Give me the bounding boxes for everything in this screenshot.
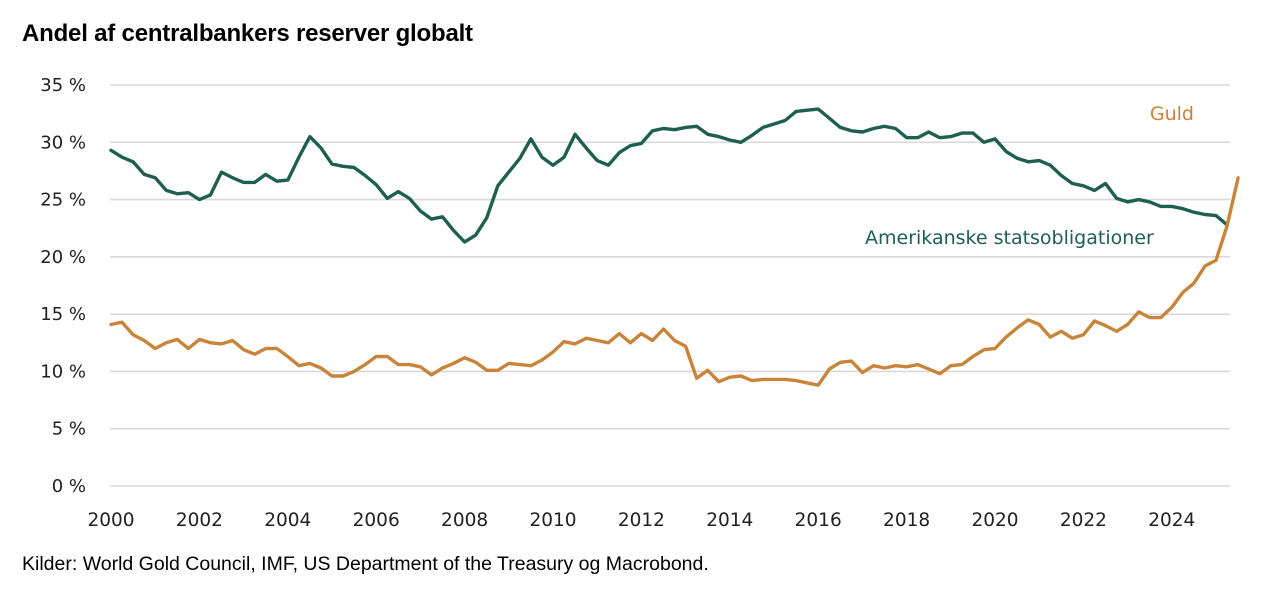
x-tick-label: 2004 (264, 510, 311, 531)
x-tick-label: 2014 (706, 510, 753, 531)
series-lines (109, 107, 1240, 387)
x-tick-label: 2024 (1148, 510, 1195, 531)
series-line-amerikanske-statsobligationer (109, 107, 1229, 244)
chart-title: Andel af centralbankers reserver globalt (22, 20, 473, 47)
y-tick-label: 25 % (40, 190, 86, 211)
x-tick-label: 2016 (795, 510, 842, 531)
y-tick-label: 5 % (52, 419, 86, 440)
x-tick-label: 2002 (176, 510, 223, 531)
x-tick-label: 2018 (883, 510, 930, 531)
x-tick-label: 2020 (971, 510, 1018, 531)
x-tick-label: 2008 (441, 510, 488, 531)
legend-label-amerikanske-statsobligationer: Amerikanske statsobligationer (865, 227, 1154, 249)
x-tick-label: 2000 (87, 510, 134, 531)
x-axis-ticks: 2000 2002 2004 2006 2008 2010 2012 2014 2016 2018… (87, 510, 1195, 531)
y-tick-label: 30 % (40, 132, 86, 153)
x-tick-label: 2022 (1060, 510, 1107, 531)
y-tick-label: 10 % (40, 361, 86, 382)
y-axis-ticks: 0 % 5 % 10 % 15 % 20 % 25 % 30 % 35 % (40, 75, 86, 497)
y-tick-label: 0 % (52, 476, 86, 497)
gridlines (110, 84, 1230, 487)
series-line-guld (109, 176, 1240, 387)
y-tick-label: 35 % (40, 75, 86, 96)
x-tick-label: 2010 (529, 510, 576, 531)
y-tick-label: 20 % (40, 247, 86, 268)
legend-label-guld: Guld (1150, 103, 1194, 125)
y-tick-label: 15 % (40, 304, 86, 325)
x-tick-label: 2006 (353, 510, 400, 531)
source-note: Kilder: World Gold Council, IMF, US Depa… (22, 553, 709, 575)
x-tick-label: 2012 (618, 510, 665, 531)
